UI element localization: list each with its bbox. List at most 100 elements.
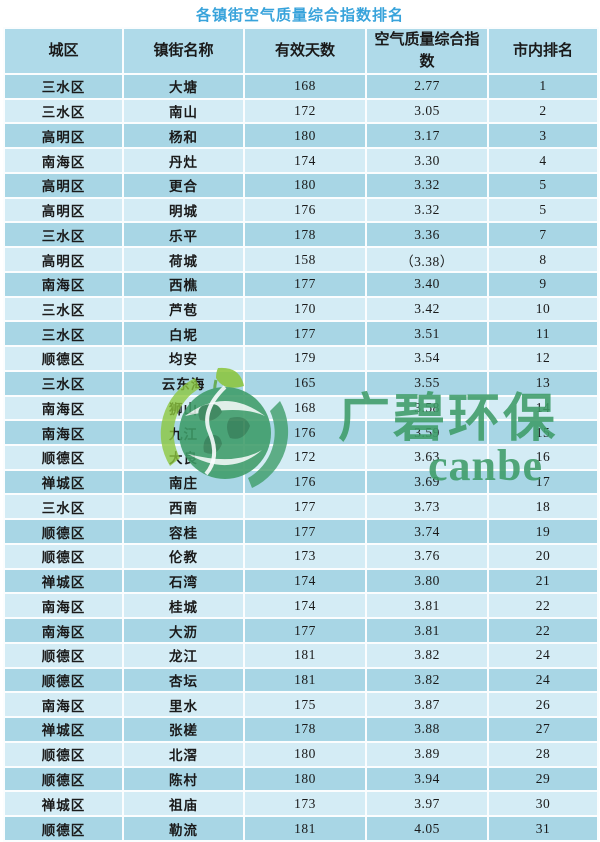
cell-valid-days: 177 — [243, 270, 367, 298]
cell-district: 顺德区 — [3, 740, 124, 768]
cell-aqi-index: 3.82 — [365, 641, 489, 669]
table-row: 高明区 更合 180 3.32 5 — [3, 171, 599, 199]
cell-district: 南海区 — [3, 147, 124, 174]
cell-city-rank: 8 — [487, 246, 599, 273]
cell-aqi-index: 3.81 — [365, 592, 489, 620]
cell-town-name: 南庄 — [122, 468, 245, 496]
cell-aqi-index: 3.69 — [365, 468, 489, 496]
cell-city-rank: 5 — [487, 196, 599, 224]
cell-aqi-index: 3.51 — [365, 320, 489, 348]
cell-city-rank: 1 — [487, 73, 599, 100]
col-header-valid-days: 有效天数 — [243, 27, 367, 75]
cell-city-rank: 4 — [487, 147, 599, 174]
cell-town-name: 桂城 — [122, 592, 245, 620]
cell-town-name: 西南 — [122, 493, 245, 521]
cell-district: 南海区 — [3, 617, 124, 644]
cell-district: 顺德区 — [3, 444, 124, 471]
cell-district: 顺德区 — [3, 345, 124, 372]
cell-city-rank: 21 — [487, 567, 599, 595]
cell-town-name: 大塘 — [122, 73, 245, 100]
cell-valid-days: 172 — [243, 97, 367, 125]
cell-city-rank: 26 — [487, 691, 599, 719]
cell-town-name: 祖庙 — [122, 790, 245, 818]
cell-aqi-index: 2.77 — [365, 73, 489, 100]
cell-aqi-index: 3.89 — [365, 740, 489, 768]
cell-town-name: 南山 — [122, 97, 245, 125]
cell-district: 南海区 — [3, 394, 124, 422]
table-row: 顺德区 伦教 173 3.76 20 — [3, 542, 599, 570]
cell-city-rank: 29 — [487, 765, 599, 793]
cell-district: 南海区 — [3, 419, 124, 447]
cell-town-name: 均安 — [122, 345, 245, 372]
table-row: 顺德区 容桂 177 3.74 19 — [3, 518, 599, 545]
cell-aqi-index: 3.81 — [365, 617, 489, 644]
table-row: 三水区 云东海 165 3.55 13 — [3, 369, 599, 397]
table-row: 三水区 西南 177 3.73 18 — [3, 493, 599, 521]
cell-city-rank: 2 — [487, 97, 599, 125]
cell-town-name: 伦教 — [122, 542, 245, 570]
cell-city-rank: 18 — [487, 493, 599, 521]
cell-district: 顺德区 — [3, 518, 124, 545]
cell-town-name: 里水 — [122, 691, 245, 719]
cell-town-name: 白坭 — [122, 320, 245, 348]
cell-district: 顺德区 — [3, 666, 124, 694]
table-row: 南海区 大沥 177 3.81 22 — [3, 617, 599, 644]
table-row: 顺德区 勒流 181 4.05 31 — [3, 815, 599, 842]
cell-valid-days: 174 — [243, 567, 367, 595]
cell-city-rank: 7 — [487, 221, 599, 249]
table-row: 顺德区 杏坛 181 3.82 24 — [3, 666, 599, 694]
cell-city-rank: 17 — [487, 468, 599, 496]
table-row: 顺德区 北滘 180 3.89 28 — [3, 740, 599, 768]
cell-city-rank: 24 — [487, 641, 599, 669]
cell-valid-days: 173 — [243, 790, 367, 818]
table-row: 南海区 里水 175 3.87 26 — [3, 691, 599, 719]
cell-district: 禅城区 — [3, 567, 124, 595]
table-row: 高明区 荷城 158 （3.38） 8 — [3, 246, 599, 273]
cell-city-rank: 19 — [487, 518, 599, 545]
cell-valid-days: 180 — [243, 122, 367, 150]
cell-valid-days: 179 — [243, 345, 367, 372]
cell-aqi-index: 3.59 — [365, 419, 489, 447]
table-body: 三水区 大塘 168 2.77 1 三水区 南山 172 3.05 2 高明区 杨和 180 3.17 3 南… — [3, 73, 599, 842]
cell-valid-days: 178 — [243, 221, 367, 249]
cell-valid-days: 174 — [243, 592, 367, 620]
cell-town-name: 杨和 — [122, 122, 245, 150]
table-row: 禅城区 南庄 176 3.69 17 — [3, 468, 599, 496]
table-row: 禅城区 祖庙 173 3.97 30 — [3, 790, 599, 818]
aqi-ranking-table: 城区 镇街名称 有效天数 空气质量综合指数 市内排名 三水区 大塘 168 2.77 1 三水区南… — [3, 27, 599, 842]
cell-town-name: 更合 — [122, 171, 245, 199]
cell-town-name: 荷城 — [122, 246, 245, 273]
cell-district: 高明区 — [3, 171, 124, 199]
cell-valid-days: 176 — [243, 196, 367, 224]
cell-aqi-index: 3.80 — [365, 567, 489, 595]
cell-town-name: 狮山 — [122, 394, 245, 422]
cell-town-name: 明城 — [122, 196, 245, 224]
page-title: 各镇街空气质量综合指数排名 — [195, 7, 404, 24]
cell-town-name: 大沥 — [122, 617, 245, 644]
cell-district: 顺德区 — [3, 815, 124, 842]
cell-valid-days: 180 — [243, 740, 367, 768]
cell-aqi-index: 3.32 — [365, 196, 489, 224]
cell-city-rank: 3 — [487, 122, 599, 150]
cell-town-name: 勒流 — [122, 815, 245, 842]
cell-district: 三水区 — [3, 73, 124, 100]
cell-valid-days: 177 — [243, 493, 367, 521]
cell-town-name: 九江 — [122, 419, 245, 447]
cell-valid-days: 168 — [243, 73, 367, 100]
cell-aqi-index: 3.54 — [365, 345, 489, 372]
cell-district: 三水区 — [3, 221, 124, 249]
cell-town-name: 大良 — [122, 444, 245, 471]
cell-district: 南海区 — [3, 592, 124, 620]
cell-city-rank: 9 — [487, 270, 599, 298]
cell-valid-days: 178 — [243, 716, 367, 743]
table-row: 南海区 丹灶 174 3.30 4 — [3, 147, 599, 174]
cell-city-rank: 10 — [487, 295, 599, 323]
cell-aqi-index: 3.74 — [365, 518, 489, 545]
cell-town-name: 陈村 — [122, 765, 245, 793]
cell-district: 顺德区 — [3, 641, 124, 669]
cell-district: 南海区 — [3, 691, 124, 719]
cell-district: 禅城区 — [3, 790, 124, 818]
table-row: 三水区 芦苞 170 3.42 10 — [3, 295, 599, 323]
cell-valid-days: 175 — [243, 691, 367, 719]
cell-aqi-index: 3.30 — [365, 147, 489, 174]
